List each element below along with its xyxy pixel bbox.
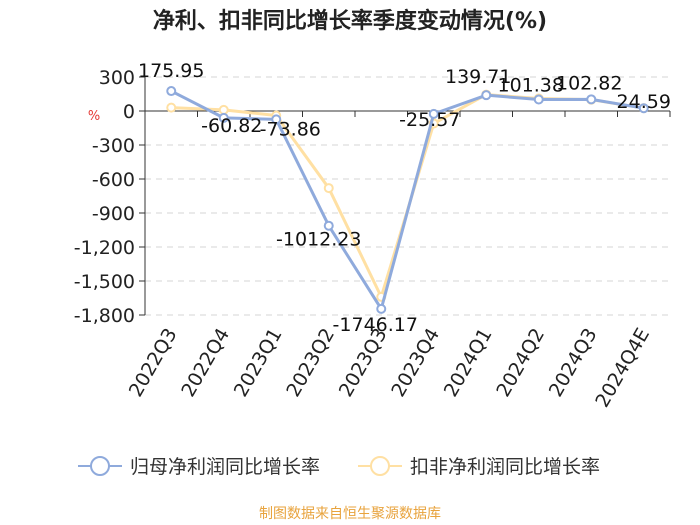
data-label: 139.71 bbox=[445, 66, 511, 88]
legend-swatch-marker bbox=[90, 456, 110, 476]
legend-swatch-marker bbox=[370, 456, 390, 476]
data-label: -25.57 bbox=[399, 109, 460, 131]
series-layer bbox=[166, 86, 649, 314]
y-tick-label: 0 bbox=[123, 101, 135, 123]
data-label: -73.86 bbox=[260, 118, 321, 140]
data-label: 102.82 bbox=[556, 72, 622, 94]
data-label: -60.82 bbox=[201, 115, 262, 137]
data-label: 24.59 bbox=[617, 91, 671, 113]
data-point bbox=[218, 104, 229, 115]
y-tick-label: -900 bbox=[92, 203, 135, 225]
y-tick-label: -1,500 bbox=[74, 271, 135, 293]
axes: 300 0 -300 -600 -900 -1,200 -1,500 -1,8002022Q3… bbox=[74, 67, 671, 412]
data-point bbox=[481, 90, 492, 101]
y-tick-label: -600 bbox=[92, 169, 135, 191]
data-label: -1746.17 bbox=[333, 314, 418, 336]
data-point bbox=[638, 103, 649, 114]
data-point bbox=[323, 220, 334, 231]
legend-item[interactable]: 扣非净利润同比增长率 bbox=[358, 456, 600, 478]
y-tick-label: 300 bbox=[99, 67, 135, 89]
data-point bbox=[533, 94, 544, 105]
y-axis-unit: % bbox=[88, 109, 100, 124]
x-tick-label: 2022Q3 bbox=[125, 325, 182, 401]
data-point bbox=[428, 108, 439, 119]
y-tick-label: -300 bbox=[92, 135, 135, 157]
x-tick-label: 2022Q4 bbox=[177, 325, 234, 401]
y-tick-label: -1,800 bbox=[74, 305, 135, 327]
legend: 归母净利润同比增长率 扣非净利润同比增长率 bbox=[78, 456, 600, 478]
data-label: 101.38 bbox=[498, 75, 564, 97]
x-tick-label: 2023Q2 bbox=[282, 325, 339, 401]
x-tick-label: 2024Q1 bbox=[440, 325, 497, 401]
data-point bbox=[218, 112, 229, 123]
series-line bbox=[170, 89, 644, 311]
data-label: -1012.23 bbox=[276, 229, 361, 251]
legend-label: 归母净利润同比增长率 bbox=[130, 456, 320, 478]
data-point bbox=[586, 94, 597, 105]
source-note: 制图数据来自恒生聚源数据库 bbox=[259, 506, 441, 522]
x-tick-label: 2024Q4E bbox=[591, 325, 654, 412]
legend-item[interactable]: 归母净利润同比增长率 bbox=[78, 456, 320, 478]
x-tick-label: 2023Q3 bbox=[335, 325, 392, 401]
data-point bbox=[166, 102, 177, 113]
data-point bbox=[271, 114, 282, 125]
data-labels: 175.95 -60.82-73.86 -1012.23 -1746.17 -25.57… bbox=[138, 60, 671, 336]
legend-label: 扣非净利润同比增长率 bbox=[410, 456, 600, 478]
y-tick-label: -1,200 bbox=[74, 237, 135, 259]
x-tick-label: 2024Q2 bbox=[492, 325, 549, 401]
data-point bbox=[323, 183, 334, 194]
data-point bbox=[166, 86, 177, 97]
data-point bbox=[376, 303, 387, 314]
data-label: 175.95 bbox=[138, 60, 204, 82]
chart-title: 净利、扣非同比增长率季度变动情况(%) bbox=[153, 8, 547, 34]
x-tick-label: 2023Q1 bbox=[230, 325, 287, 401]
x-tick-label: 2024Q3 bbox=[545, 325, 602, 401]
x-tick-label: 2023Q4 bbox=[387, 325, 444, 401]
